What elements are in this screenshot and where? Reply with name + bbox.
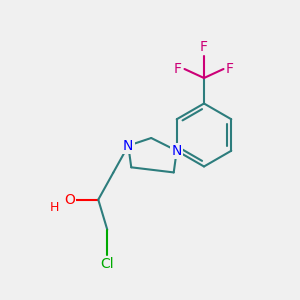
- Text: F: F: [226, 62, 234, 76]
- Text: F: F: [174, 62, 182, 76]
- Text: N: N: [123, 139, 134, 153]
- Text: H: H: [50, 201, 59, 214]
- Text: O: O: [64, 193, 75, 207]
- Text: N: N: [172, 144, 182, 158]
- Text: Cl: Cl: [100, 257, 114, 271]
- Text: F: F: [200, 40, 208, 54]
